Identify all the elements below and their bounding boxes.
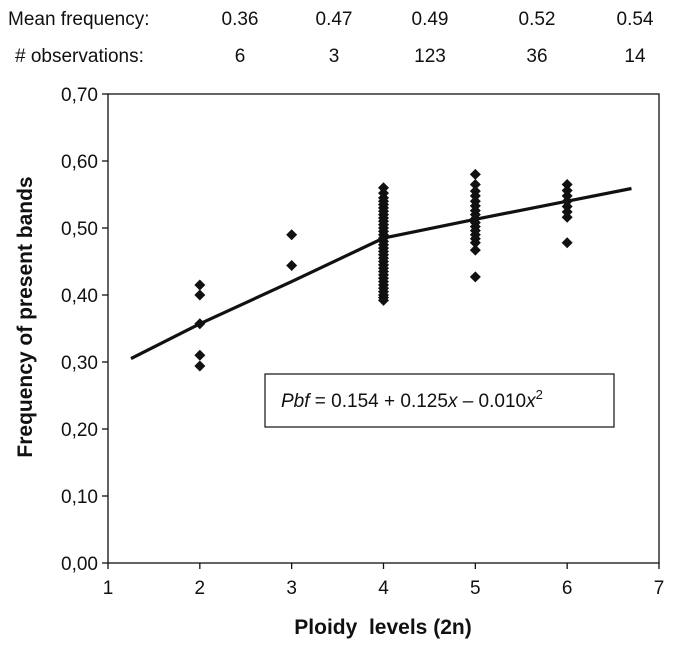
- mean-frequency-value: 0.52: [519, 9, 556, 30]
- y-tick-label: 0,20: [61, 420, 98, 441]
- mean-frequency-label: Mean frequency:: [8, 9, 150, 30]
- mean-frequency-value: 0.49: [412, 9, 449, 30]
- observations-value: 6: [235, 46, 246, 67]
- x-axis: 1 2 3 4 5 6 7: [103, 563, 665, 599]
- equation-annotation: Pbf = 0.154 + 0.125x – 0.010x2: [281, 387, 543, 412]
- y-tick-label: 0,60: [61, 152, 98, 173]
- x-tick-label: 4: [378, 578, 389, 599]
- y-tick-label: 0,40: [61, 286, 98, 307]
- observations-value: 123: [414, 46, 446, 67]
- x-tick-label: 6: [562, 578, 573, 599]
- x-tick-label: 1: [103, 578, 114, 599]
- observations-value: 36: [526, 46, 547, 67]
- mean-frequency-value: 0.54: [617, 9, 654, 30]
- x-tick-label: 2: [195, 578, 206, 599]
- mean-frequency-value: 0.47: [316, 9, 353, 30]
- observations-value: 3: [329, 46, 340, 67]
- y-axis: 0,00 0,10 0,20 0,30 0,40 0,50 0,60 0,70: [61, 85, 108, 575]
- y-tick-label: 0,30: [61, 353, 98, 374]
- y-axis-title: Frequency of present bands: [14, 176, 37, 457]
- x-tick-label: 5: [470, 578, 481, 599]
- equation-part: 2: [536, 387, 543, 402]
- equation-part: – 0.010: [457, 391, 526, 412]
- y-tick-label: 0,70: [61, 85, 98, 106]
- equation-part: Pbf: [281, 391, 311, 412]
- mean-frequency-value: 0.36: [222, 9, 259, 30]
- y-tick-label: 0,10: [61, 487, 98, 508]
- y-tick-label: 0,50: [61, 219, 98, 240]
- equation-part: = 0.154 + 0.125: [310, 391, 448, 412]
- observations-label: # observations:: [15, 46, 144, 67]
- observations-value: 14: [624, 46, 646, 67]
- x-tick-label: 7: [654, 578, 665, 599]
- header-observations: # observations: 6 3 123 36 14: [15, 46, 646, 67]
- x-tick-label: 3: [286, 578, 297, 599]
- y-tick-label: 0,00: [61, 554, 98, 575]
- header-mean-frequency: Mean frequency: 0.36 0.47 0.49 0.52 0.54: [8, 9, 654, 30]
- x-axis-title: Ploidy levels (2n): [294, 616, 471, 639]
